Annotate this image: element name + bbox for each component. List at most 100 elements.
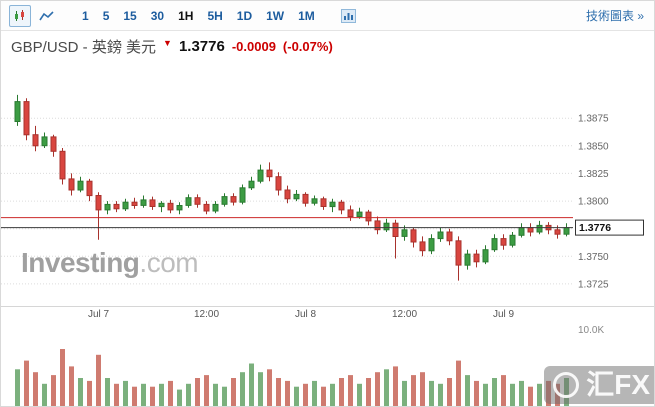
volume-bar (357, 383, 362, 406)
candle-body (104, 203, 111, 211)
timeframe-5[interactable]: 5 (102, 8, 110, 23)
line-chart-type-button[interactable] (35, 5, 57, 27)
candle-body (320, 198, 327, 208)
candle-body (284, 189, 291, 200)
candle-body (41, 136, 48, 147)
watermark-brand: Investing (21, 247, 140, 278)
x-axis-label: Jul 7 (87, 309, 110, 320)
candle-body (446, 231, 453, 242)
price-axis-label: 1.3725 (578, 279, 609, 290)
candle-body (428, 238, 435, 252)
volume-bar (474, 380, 479, 406)
x-axis-label: Jul 8 (294, 309, 317, 320)
volume-bar (312, 380, 317, 406)
candle-body (86, 180, 93, 197)
volume-bar (51, 375, 56, 406)
price-chart-svg: 1.38751.38501.38251.38001.37751.37501.37… (1, 94, 644, 290)
timeframe-1h[interactable]: 1H (178, 8, 194, 23)
candle-body (122, 201, 129, 210)
volume-bar (177, 389, 182, 406)
price-axis-label: 1.3750 (578, 252, 609, 263)
candle-body (149, 199, 156, 207)
volume-bar (483, 383, 488, 406)
volume-bar (168, 380, 173, 406)
candle-body (212, 203, 219, 212)
volume-bar (258, 372, 263, 406)
volume-bar (348, 375, 353, 406)
candle-body (482, 249, 489, 263)
candle-body (491, 238, 498, 251)
candle-body (230, 196, 237, 203)
volume-bar (339, 378, 344, 406)
timeframe-1[interactable]: 1 (82, 8, 89, 23)
volume-bar (249, 363, 254, 406)
volume-bar (69, 366, 74, 406)
indicators-button[interactable] (338, 5, 360, 27)
candle-body (140, 199, 147, 206)
volume-bar (519, 380, 524, 406)
symbol-name: GBP/USD - 英鎊 美元 (11, 38, 157, 56)
volume-bar (186, 383, 191, 406)
timeframe-5h[interactable]: 5H (207, 8, 223, 23)
candle-body (167, 202, 174, 211)
timeframe-30[interactable]: 30 (150, 8, 165, 23)
volume-bar (528, 386, 533, 406)
toolbar: 1 5 15 30 1H 5H 1D 1W 1M 技術圖表 » (1, 1, 654, 31)
volume-bar (132, 386, 137, 406)
fx-watermark: 汇FX (544, 366, 654, 404)
volume-bar (114, 383, 119, 406)
candle-body (158, 202, 165, 208)
volume-bar (285, 380, 290, 406)
candle-body (239, 187, 246, 203)
title-bar: GBP/USD - 英鎊 美元 ▼ 1.3776 -0.0009 (-0.07%… (1, 31, 654, 61)
volume-bar (456, 360, 461, 406)
candle-body (59, 150, 66, 180)
x-axis-labels: Jul 7 12:00 Jul 8 12:00 Jul 9 (1, 306, 654, 323)
candle-body (374, 220, 381, 231)
volume-bar (366, 378, 371, 406)
last-price: 1.3776 (178, 37, 225, 55)
volume-bar (96, 354, 101, 406)
candle-body (500, 238, 507, 246)
candle-body (473, 253, 480, 263)
candle-body (311, 198, 318, 204)
current-price-tag (575, 219, 644, 236)
volume-bar (420, 372, 425, 406)
indicators-icon (340, 8, 356, 23)
candle-body (50, 136, 57, 152)
volume-bar (384, 369, 389, 406)
candle-body (356, 211, 363, 218)
volume-bar (465, 375, 470, 406)
volume-bar (123, 380, 128, 406)
tech-chart-link[interactable]: 技術圖表 » (585, 9, 644, 23)
timeframe-1d[interactable]: 1D (236, 8, 253, 23)
volume-bar (447, 378, 452, 406)
volume-bar (15, 369, 20, 406)
price-chart-area[interactable]: 1.38751.38501.38251.38001.37751.37501.37… (1, 61, 654, 306)
candlestick-chart-type-button[interactable] (9, 4, 31, 27)
candle-body (455, 240, 462, 266)
timeframe-1w[interactable]: 1W (266, 8, 285, 23)
candle-body (176, 205, 183, 211)
volume-bar (204, 375, 209, 406)
candle-body (23, 101, 30, 136)
candle-body (302, 193, 309, 204)
volume-bar (330, 383, 335, 406)
timeframe-1m[interactable]: 1M (298, 8, 315, 23)
candle-body (131, 201, 138, 206)
fx-watermark-text: 汇FX (586, 369, 650, 400)
volume-bar (501, 375, 506, 406)
candle-body (266, 169, 273, 178)
volume-bar (159, 383, 164, 406)
timeframe-15[interactable]: 15 (123, 8, 137, 23)
x-axis-label: 12:00 (391, 309, 418, 320)
volume-bar (231, 378, 236, 406)
volume-bar (375, 372, 380, 406)
volume-bar (402, 380, 407, 406)
volume-bar (294, 386, 299, 406)
volume-bar (492, 378, 497, 406)
candle-body (293, 193, 300, 200)
volume-bar (438, 383, 443, 406)
candle-body (329, 201, 336, 208)
line-chart-icon (38, 10, 54, 20)
